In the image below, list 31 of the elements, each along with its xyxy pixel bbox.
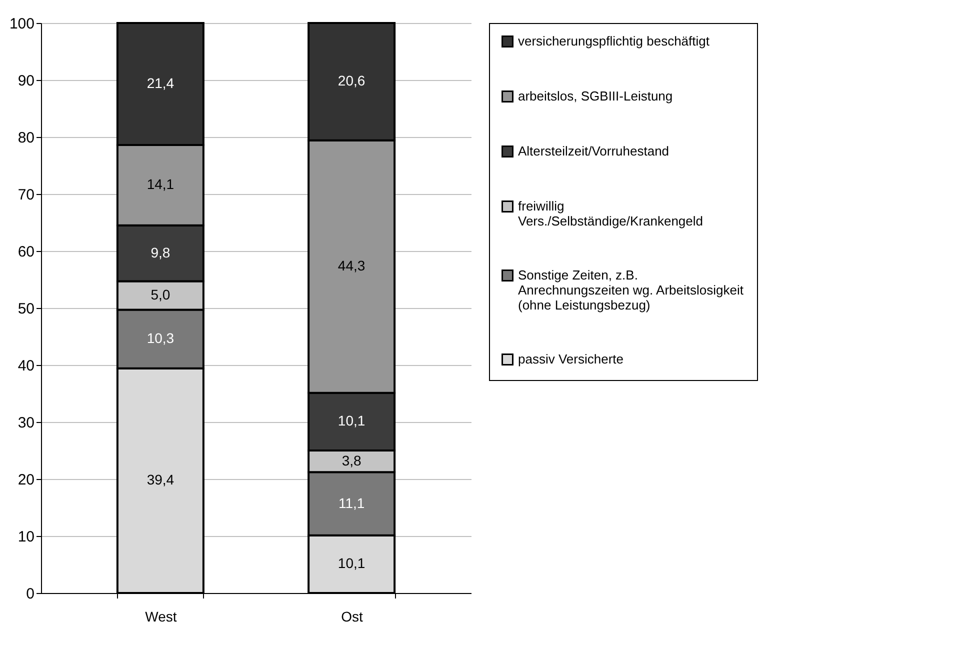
y-tick-label: 100: [9, 16, 34, 32]
legend-label: passiv Versicherte: [518, 352, 624, 366]
y-tick-label: 10: [18, 528, 34, 546]
y-tick-label: 0: [26, 586, 34, 602]
y-tick-label: 60: [18, 244, 34, 260]
legend-label: Sonstige Zeiten, z.B. Anrechnungszeiten wg. Arbeitslosigkeit (ohne Leistungsbezug): [518, 268, 744, 312]
x-tick-label: West: [145, 608, 177, 624]
data-label: 3,8: [342, 452, 362, 468]
legend-label: arbeitslos, SGBIII-Leistung: [518, 88, 673, 104]
data-label: 10,3: [146, 330, 174, 346]
data-label: 9,8: [150, 244, 170, 260]
data-label: 11,1: [338, 494, 365, 511]
y-tick-label: 50: [18, 300, 34, 318]
data-label: 14,1: [146, 176, 174, 192]
data-label: 10,1: [338, 412, 366, 429]
data-label: 10,1: [338, 555, 366, 572]
legend-label: versicherungspflichtig beschäftigt: [518, 34, 710, 48]
y-tick-label: 40: [18, 358, 34, 374]
data-label: 21,4: [146, 74, 174, 91]
data-label: 44,3: [338, 258, 366, 274]
data-label: 5,0: [150, 286, 170, 302]
y-tick-label: 80: [18, 130, 34, 146]
y-tick-label: 20: [18, 472, 34, 488]
data-label: 39,4: [146, 472, 174, 488]
data-label: 20,6: [338, 72, 366, 89]
y-tick-label: 90: [18, 72, 34, 90]
y-tick-label: 30: [18, 414, 34, 432]
legend-label: Altersteilzeit/Vorruhestand: [518, 144, 670, 158]
y-tick-label: 70: [18, 186, 34, 204]
x-tick-label: Ost: [341, 608, 364, 624]
legend-label: freiwillig Vers./Selbständige/Krankengeld: [518, 198, 704, 228]
